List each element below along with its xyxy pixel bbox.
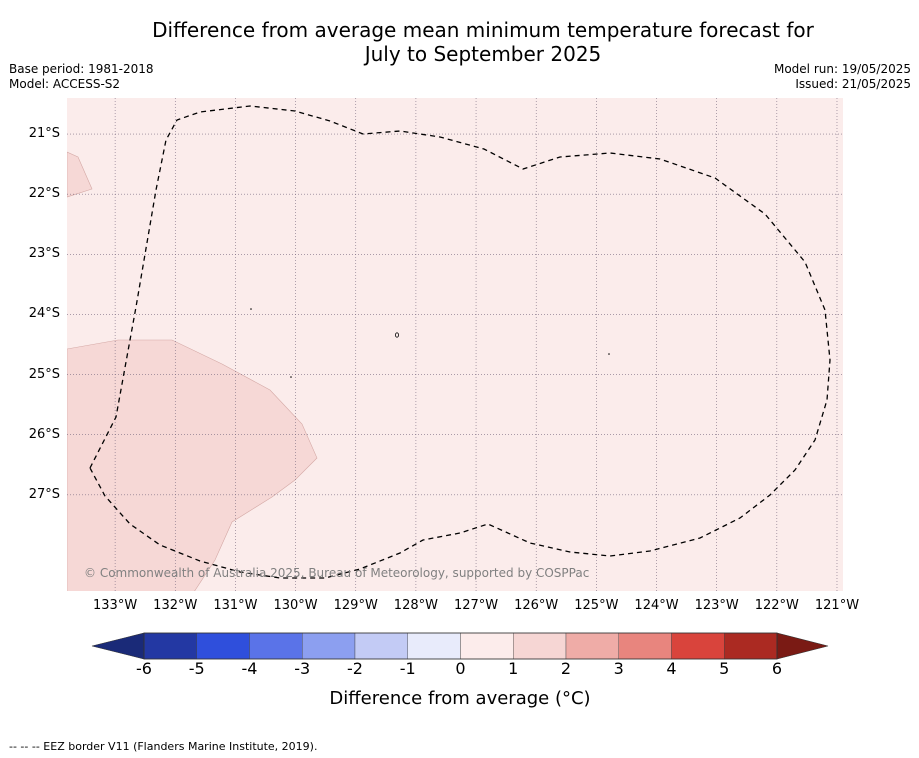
chart-title: Difference from average mean minimum tem… xyxy=(152,18,814,66)
colorbar-swatch-1 xyxy=(196,632,250,660)
colorbar-swatch-7 xyxy=(513,632,567,660)
lat-tick-label: 26°S xyxy=(28,426,60,442)
lon-tick-label: 123°W xyxy=(694,598,739,613)
lon-tick-label: 122°W xyxy=(754,598,799,613)
anomaly-region-northwest xyxy=(67,151,93,198)
lon-tick-label: 131°W xyxy=(213,598,258,613)
lon-tick-label: 127°W xyxy=(453,598,499,613)
model-name: Model: ACCESS-S2 xyxy=(9,77,121,91)
anomaly-region-southwest xyxy=(67,339,318,591)
lon-tick-label: 129°W xyxy=(333,598,378,613)
colorbar-tick-label: -5 xyxy=(188,659,205,678)
lat-tick-label: 21°S xyxy=(28,126,60,142)
colorbar-outline xyxy=(143,632,778,660)
lon-tick-label: 133°W xyxy=(93,598,138,613)
colorbar-tick-label: 1 xyxy=(508,659,519,678)
eez-border-line xyxy=(89,105,831,579)
lon-tick-label: 130°W xyxy=(273,598,318,613)
colorbar-swatch-10 xyxy=(671,632,725,660)
lat-tick-label: 27°S xyxy=(28,486,60,502)
colorbar-tick-label: -6 xyxy=(136,659,152,678)
colorbar-tick-label: 3 xyxy=(613,659,624,678)
copyright-text: © Commonwealth of Australia 2025, Bureau… xyxy=(84,566,590,580)
colorbar-tick-label: 0 xyxy=(455,659,466,678)
colorbar-swatch-2 xyxy=(249,632,303,660)
island-mark-2 xyxy=(290,376,292,378)
colorbar-tick-label: 2 xyxy=(560,659,572,678)
colorbar xyxy=(91,632,829,660)
issued-date: Issued: 21/05/2025 xyxy=(795,77,911,91)
lat-tick-label: 25°S xyxy=(28,366,60,382)
meta-right: Model run: 19/05/2025 Issued: 21/05/2025 xyxy=(774,62,911,92)
lat-tick-label: 23°S xyxy=(28,246,60,262)
lat-tick-label: 24°S xyxy=(28,306,60,322)
lon-tick-label: 121°W xyxy=(814,598,860,613)
lat-tick-label: 22°S xyxy=(28,186,60,202)
colorbar-tick-label: -3 xyxy=(294,659,311,678)
colorbar-extend-low xyxy=(91,632,145,660)
eez-footnote: -- -- -- EEZ border V11 (Flanders Marine… xyxy=(9,740,318,753)
colorbar-tick-label: 5 xyxy=(719,659,730,678)
colorbar-swatch-3 xyxy=(302,632,356,660)
meta-left: Base period: 1981-2018 Model: ACCESS-S2 xyxy=(9,62,154,92)
lon-tick-label: 132°W xyxy=(153,598,198,613)
colorbar-tick-label: -1 xyxy=(399,659,416,678)
colorbar-swatch-4 xyxy=(354,632,408,660)
colorbar-swatch-11 xyxy=(724,632,778,660)
base-period: Base period: 1981-2018 xyxy=(9,62,154,76)
model-run: Model run: 19/05/2025 xyxy=(773,62,911,76)
colorbar-tick-label: -2 xyxy=(347,659,363,678)
colorbar-swatch-8 xyxy=(565,632,619,660)
island-mark-4 xyxy=(394,332,399,338)
colorbar-title: Difference from average (°C) xyxy=(329,688,591,709)
colorbar-tick-label: 4 xyxy=(666,659,677,678)
island-mark-1 xyxy=(250,308,252,310)
colorbar-tick-label: 6 xyxy=(771,659,783,678)
grid-lines xyxy=(67,98,843,591)
small-island-marks xyxy=(250,308,610,378)
colorbar-swatch-6 xyxy=(460,632,514,660)
lon-tick-label: 128°W xyxy=(393,598,438,613)
colorbar-extend-high xyxy=(776,632,829,660)
lon-tick-label: 124°W xyxy=(634,598,679,613)
lon-tick-label: 125°W xyxy=(574,598,619,613)
colorbar-tick-label: -4 xyxy=(241,659,258,678)
lon-tick-label: 126°W xyxy=(514,598,559,613)
colorbar-swatch-5 xyxy=(407,632,461,660)
colorbar-swatch-0 xyxy=(143,632,197,660)
island-mark-3 xyxy=(608,353,610,355)
colorbar-swatch-9 xyxy=(618,632,672,660)
